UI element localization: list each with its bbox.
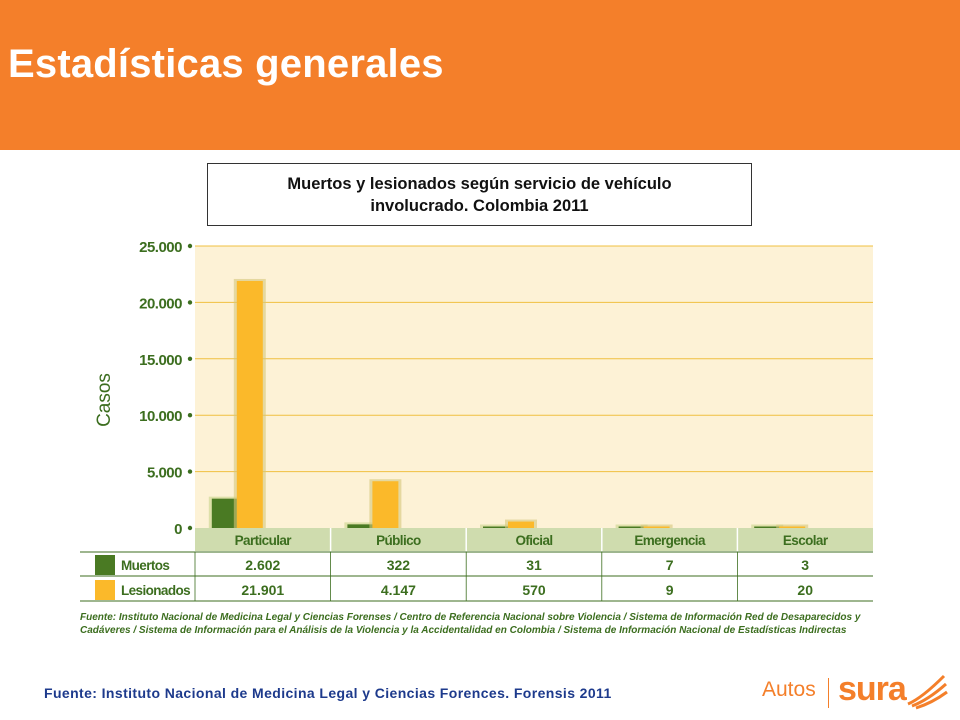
bar-muertos <box>483 526 509 528</box>
bar-muertos <box>754 526 781 528</box>
y-tick-dot <box>187 300 193 305</box>
bar-muertos <box>211 498 238 528</box>
sura-wing-icon <box>907 674 948 710</box>
y-tick-dot <box>187 243 193 249</box>
category-label: Oficial <box>515 533 552 548</box>
legend-label: Lesionados <box>121 583 190 598</box>
bar-lesionados <box>372 481 399 528</box>
y-tick-label: 0 <box>174 521 182 538</box>
category-label: Emergencia <box>634 533 706 548</box>
bar-lesionados <box>779 526 806 528</box>
table-value: 3 <box>801 557 809 573</box>
table-value: 20 <box>797 582 813 598</box>
y-axis-label: Casos <box>94 373 115 427</box>
y-tick-label: 5.000 <box>147 465 182 482</box>
bar-lesionados <box>508 521 534 528</box>
table-value: 31 <box>526 557 542 573</box>
legend-swatch <box>95 555 115 575</box>
table-value: 7 <box>666 557 674 573</box>
legend-label: Muertos <box>121 558 169 573</box>
chart-title: Muertos y lesionados según servicio de v… <box>287 174 672 215</box>
bar-shadow <box>776 524 809 528</box>
chart-title-box: Muertos y lesionados según servicio de v… <box>207 163 752 226</box>
figure-source-note: Fuente: Instituto Nacional de Medicina L… <box>80 612 861 636</box>
table-value: 322 <box>387 557 411 573</box>
logo-separator <box>828 678 829 708</box>
y-tick-dot <box>187 356 193 361</box>
slide-source: Fuente: Instituto Nacional de Medicina L… <box>44 685 612 701</box>
slide-header: Estadísticas generales <box>0 0 960 150</box>
bar-lesionados <box>236 280 263 528</box>
bar-shadow <box>640 524 673 528</box>
category-label: Público <box>376 533 421 548</box>
bar-muertos <box>347 524 374 528</box>
logo-sura-text: sura <box>838 670 907 708</box>
table-value: 4.147 <box>381 582 416 598</box>
bar-lesionados <box>643 526 670 528</box>
category-label: Particular <box>235 533 293 548</box>
y-tick-label: 20.000 <box>139 295 182 312</box>
table-value: 570 <box>522 582 546 598</box>
y-tick-label: 10.000 <box>139 408 182 425</box>
bar-shadow <box>751 524 784 528</box>
table-value: 9 <box>666 582 674 598</box>
bar-shadow <box>615 524 648 528</box>
table-value: 2.602 <box>245 557 280 573</box>
plot-area <box>195 246 873 528</box>
y-tick-label: 25.000 <box>139 239 182 256</box>
bar-muertos <box>618 526 645 528</box>
y-tick-label: 15.000 <box>139 352 182 369</box>
category-label: Escolar <box>783 533 829 548</box>
logo-autos-text: Autos <box>762 678 816 701</box>
category-band <box>195 528 873 551</box>
y-tick-dot <box>187 469 193 474</box>
bar-shadow <box>480 524 512 528</box>
slide-title: Estadísticas generales <box>8 42 444 86</box>
table-value: 21.901 <box>241 582 284 598</box>
legend-swatch <box>95 580 115 600</box>
y-tick-dot <box>187 413 193 418</box>
y-tick-dot <box>187 525 193 531</box>
